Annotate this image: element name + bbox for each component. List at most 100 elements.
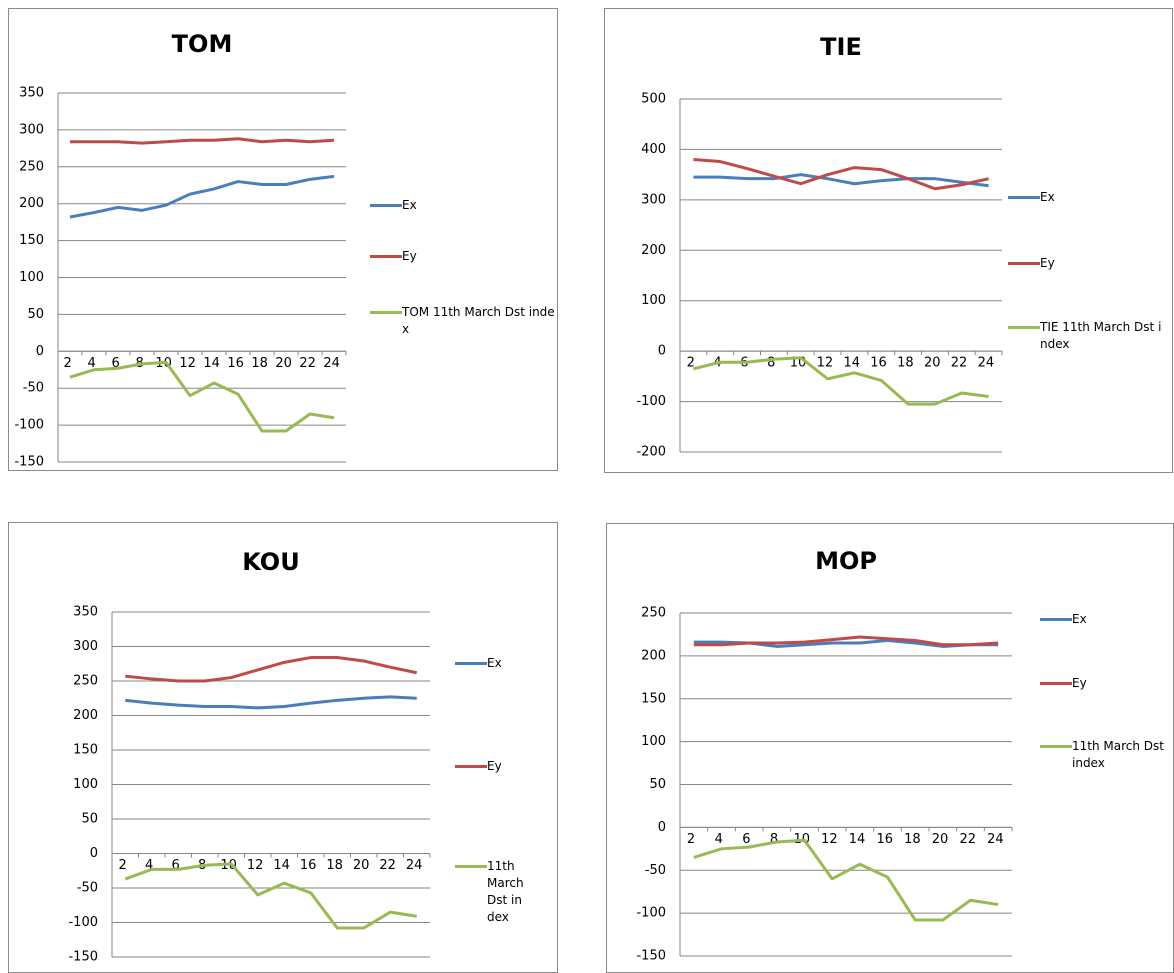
x-tick-label: 16 bbox=[876, 832, 893, 847]
y-tick-label: -50 bbox=[23, 381, 44, 396]
series-line bbox=[69, 174, 335, 219]
y-tick-label: -150 bbox=[14, 455, 44, 470]
y-tick-label: 400 bbox=[641, 142, 666, 157]
y-tick-label: 300 bbox=[73, 639, 98, 654]
x-tick-label: 8 bbox=[767, 356, 775, 371]
legend-label: TOM 11th March Dst index bbox=[402, 305, 555, 336]
x-tick-label: 14 bbox=[843, 356, 860, 371]
y-tick-label: -200 bbox=[636, 445, 666, 460]
x-tick-label: 2 bbox=[63, 356, 71, 371]
legend-swatch bbox=[1008, 196, 1040, 199]
legend-entry: TIE 11th March Dst index bbox=[1008, 319, 1168, 353]
x-tick-label: 20 bbox=[275, 356, 292, 371]
y-tick-label: 150 bbox=[19, 233, 44, 248]
y-tick-label: 0 bbox=[36, 344, 44, 359]
y-tick-label: 200 bbox=[19, 196, 44, 211]
series-line bbox=[693, 356, 989, 406]
x-tick-label: 6 bbox=[742, 832, 750, 847]
x-tick-label: 18 bbox=[326, 858, 343, 873]
y-tick-label: 0 bbox=[658, 344, 666, 359]
x-tick-label: 16 bbox=[870, 356, 887, 371]
x-tick-label: 20 bbox=[353, 858, 370, 873]
legend-entry: Ey bbox=[455, 758, 535, 775]
y-tick-label: 250 bbox=[73, 674, 98, 689]
legend-swatch bbox=[1040, 618, 1072, 621]
series-line bbox=[70, 137, 335, 145]
x-tick-label: 12 bbox=[247, 858, 264, 873]
legend-entry: Ex bbox=[370, 197, 560, 214]
y-tick-label: -100 bbox=[14, 418, 44, 433]
y-tick-label: 150 bbox=[73, 743, 98, 758]
x-tick-label: 6 bbox=[171, 858, 179, 873]
y-tick-label: -100 bbox=[636, 394, 666, 409]
y-tick-label: 200 bbox=[641, 243, 666, 258]
legend-label: Ey bbox=[1040, 256, 1055, 270]
x-tick-label: 2 bbox=[687, 356, 695, 371]
legend-entry: TOM 11th March Dst index bbox=[370, 304, 560, 338]
y-tick-label: 150 bbox=[641, 691, 666, 706]
legend-entry: 11th March Dst index bbox=[455, 858, 535, 926]
x-tick-label: 12 bbox=[821, 832, 838, 847]
legend-entry: Ey bbox=[1008, 255, 1168, 272]
y-tick-label: 50 bbox=[27, 307, 44, 322]
legend-label: TIE 11th March Dst index bbox=[1040, 320, 1162, 351]
legend-label: Ex bbox=[1072, 612, 1087, 626]
y-tick-label: 50 bbox=[649, 777, 666, 792]
x-tick-label: 16 bbox=[227, 356, 244, 371]
panel-border bbox=[8, 8, 558, 471]
legend-swatch bbox=[370, 255, 402, 258]
legend-swatch bbox=[455, 765, 487, 768]
legend-entry: Ex bbox=[1040, 611, 1170, 628]
y-tick-label: 200 bbox=[641, 648, 666, 663]
legend-entry: Ex bbox=[1008, 189, 1168, 206]
y-tick-label: -100 bbox=[68, 915, 98, 930]
x-tick-label: 14 bbox=[203, 356, 220, 371]
y-tick-label: 50 bbox=[81, 812, 98, 827]
x-tick-label: 16 bbox=[300, 858, 317, 873]
x-tick-label: 6 bbox=[111, 356, 119, 371]
legend-swatch bbox=[1008, 326, 1040, 329]
series-line bbox=[693, 173, 989, 188]
legend-swatch bbox=[1040, 745, 1072, 748]
y-tick-label: 350 bbox=[73, 605, 98, 620]
series-line bbox=[125, 656, 418, 683]
legend-entry: Ey bbox=[1040, 675, 1170, 692]
x-tick-label: 24 bbox=[987, 832, 1004, 847]
legend-swatch bbox=[1008, 262, 1040, 265]
chart-title: MOP bbox=[815, 547, 877, 575]
legend-label: 11th March Dst index bbox=[1072, 739, 1164, 770]
x-tick-label: 24 bbox=[323, 356, 340, 371]
x-tick-label: 18 bbox=[897, 356, 914, 371]
x-tick-label: 2 bbox=[687, 832, 695, 847]
x-tick-label: 4 bbox=[87, 356, 95, 371]
x-tick-label: 22 bbox=[959, 832, 976, 847]
y-tick-label: 300 bbox=[19, 122, 44, 137]
legend-swatch bbox=[370, 204, 402, 207]
legend-label: 11th March Dst index bbox=[487, 859, 524, 924]
y-tick-label: -150 bbox=[636, 949, 666, 964]
y-tick-label: -50 bbox=[645, 863, 666, 878]
x-tick-label: 10 bbox=[220, 858, 237, 873]
x-tick-label: 18 bbox=[904, 832, 921, 847]
legend-label: Ex bbox=[1040, 190, 1055, 204]
legend-swatch bbox=[455, 865, 487, 868]
chart-title: KOU bbox=[242, 548, 299, 576]
legend-swatch bbox=[455, 662, 487, 665]
y-tick-label: 200 bbox=[73, 708, 98, 723]
series-line bbox=[69, 360, 335, 433]
x-tick-label: 22 bbox=[951, 356, 968, 371]
y-tick-label: -150 bbox=[68, 950, 98, 965]
y-tick-label: 250 bbox=[19, 159, 44, 174]
x-tick-label: 24 bbox=[978, 356, 995, 371]
legend-label: Ex bbox=[402, 198, 417, 212]
y-tick-label: 500 bbox=[641, 92, 666, 107]
x-tick-label: 18 bbox=[251, 356, 268, 371]
x-tick-label: 20 bbox=[924, 356, 941, 371]
x-tick-label: 12 bbox=[817, 356, 834, 371]
y-tick-label: -100 bbox=[636, 906, 666, 921]
panel-border bbox=[606, 523, 1174, 973]
x-tick-label: 14 bbox=[273, 858, 290, 873]
legend-entry: Ex bbox=[455, 655, 535, 672]
